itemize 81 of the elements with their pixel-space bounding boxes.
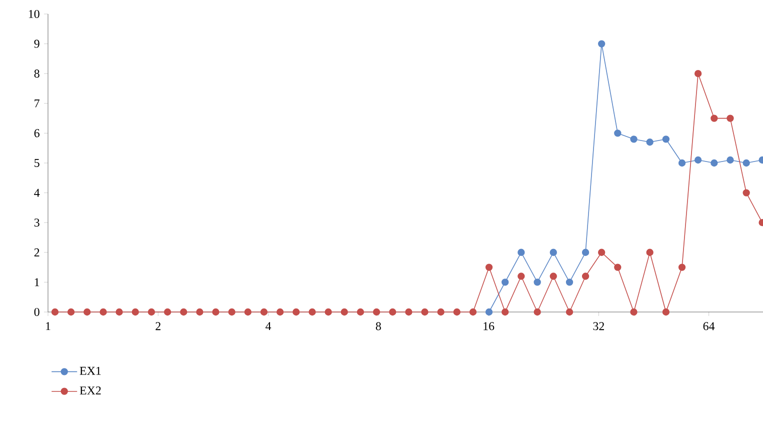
- point: [324, 308, 332, 316]
- x-tick-label: 16: [484, 322, 494, 330]
- point: [598, 248, 606, 256]
- point: [710, 114, 718, 122]
- point: [340, 308, 348, 316]
- y-tick-label: 0: [34, 308, 40, 316]
- point: [164, 308, 172, 316]
- point: [421, 308, 428, 316]
- point: [67, 308, 75, 316]
- point: [212, 308, 220, 316]
- point: [582, 272, 590, 280]
- point: [485, 264, 493, 271]
- y-tick-label: 10: [28, 10, 40, 18]
- point: [100, 308, 107, 316]
- point: [726, 156, 734, 164]
- y-tick-label: 2: [34, 248, 40, 256]
- point: [372, 308, 380, 316]
- x-tick-label: 1: [46, 322, 50, 330]
- point: [550, 248, 557, 256]
- point: [694, 70, 702, 78]
- point: [582, 248, 590, 256]
- legend-label: EX2: [80, 386, 101, 394]
- point: [534, 308, 541, 316]
- point: [276, 308, 284, 316]
- point: [614, 264, 622, 271]
- point: [694, 156, 702, 164]
- y-tick-label: 8: [34, 70, 40, 78]
- point: [614, 130, 622, 137]
- x-tick-label: 32: [593, 322, 604, 330]
- point: [260, 308, 268, 316]
- point: [116, 308, 123, 316]
- point: [389, 308, 396, 316]
- point: [180, 308, 188, 316]
- point: [662, 136, 670, 143]
- legend-label: EX1: [80, 366, 101, 375]
- point: [566, 278, 574, 286]
- point: [308, 308, 316, 316]
- point: [550, 272, 557, 280]
- point: [356, 308, 364, 316]
- x-tick-label: 8: [376, 322, 381, 330]
- point: [132, 308, 139, 316]
- point: [502, 278, 509, 286]
- y-tick-label: 1: [34, 278, 40, 286]
- point: [502, 308, 509, 316]
- point: [292, 308, 300, 316]
- y-tick-label: 5: [34, 159, 40, 167]
- point: [726, 114, 734, 122]
- point: [678, 264, 686, 271]
- point: [437, 308, 444, 316]
- point: [84, 308, 91, 316]
- point: [244, 308, 252, 316]
- point: [51, 308, 59, 316]
- point: [646, 248, 654, 256]
- point: [453, 308, 460, 316]
- point: [518, 248, 525, 256]
- point: [742, 189, 750, 196]
- point: [630, 308, 638, 316]
- point: [742, 159, 750, 167]
- point: [598, 40, 606, 48]
- point: [662, 308, 670, 316]
- point: [405, 308, 412, 316]
- y-tick-label: 6: [34, 129, 40, 138]
- y-tick-label: 7: [34, 99, 40, 108]
- y-tick-label: 4: [34, 188, 40, 197]
- point: [646, 138, 654, 146]
- y-tick-label: 3: [34, 218, 40, 227]
- point: [518, 272, 525, 280]
- point: [148, 308, 156, 316]
- point: [630, 136, 638, 143]
- point: [710, 159, 718, 167]
- point: [228, 308, 236, 316]
- point: [469, 308, 477, 316]
- point: [534, 278, 541, 286]
- point: [485, 308, 493, 316]
- point: [196, 308, 204, 316]
- y-tick-label: 9: [34, 40, 40, 48]
- x-tick-label: 2: [156, 322, 160, 330]
- point: [678, 159, 686, 167]
- point: [566, 308, 574, 316]
- x-tick-label: 4: [266, 322, 272, 330]
- x-tick-label: 64: [703, 322, 715, 330]
